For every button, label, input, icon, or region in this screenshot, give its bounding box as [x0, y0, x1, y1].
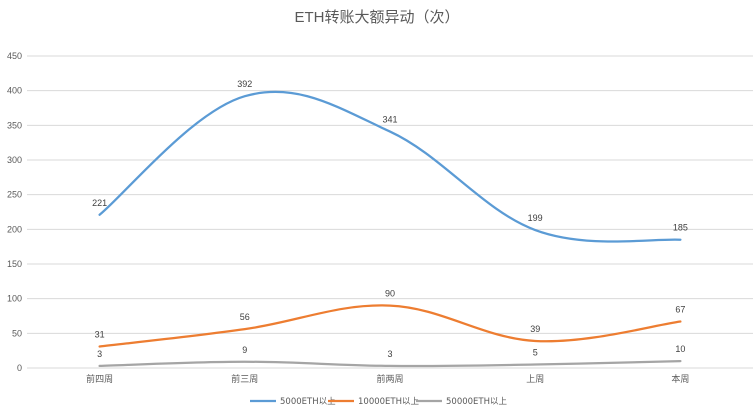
x-tick-label: 本周	[671, 373, 689, 385]
y-tick-label: 50	[12, 328, 22, 338]
x-axis-tick-labels: 前四周 前三周 前两周 上周 本周	[86, 373, 689, 385]
y-tick-label: 200	[7, 224, 22, 234]
data-label: 341	[382, 115, 397, 125]
y-tick-label: 350	[7, 120, 22, 130]
legend-label: 10000ETH以上	[358, 397, 419, 407]
data-label: 3	[97, 349, 102, 359]
data-label: 31	[95, 330, 105, 340]
legend-item: 50000ETH以上	[416, 397, 507, 407]
chart-title: ETH转账大额异动（次）	[294, 9, 459, 26]
x-tick-label: 上周	[526, 374, 544, 385]
y-tick-label: 400	[7, 86, 22, 96]
data-point	[678, 238, 682, 242]
data-label: 392	[237, 79, 252, 89]
data-point	[388, 364, 392, 368]
gridlines	[27, 55, 753, 369]
x-tick-label: 前两周	[376, 373, 403, 385]
data-label: 199	[528, 213, 543, 223]
data-point	[533, 228, 537, 232]
data-point	[388, 130, 392, 134]
data-point	[98, 213, 102, 217]
data-label: 5	[533, 348, 538, 358]
x-tick-label: 前四周	[86, 373, 113, 385]
y-tick-label: 450	[7, 51, 22, 61]
y-axis-tick-labels: 0 50 100 150 200 250 300 350 400 450	[7, 51, 22, 373]
y-tick-label: 0	[17, 363, 22, 373]
y-tick-label: 250	[7, 190, 22, 200]
legend: 5000ETH以上 10000ETH以上 50000ETH以上	[250, 397, 507, 407]
data-point	[243, 327, 247, 331]
data-label: 10	[675, 344, 685, 354]
data-point	[533, 339, 537, 343]
data-point	[243, 94, 247, 98]
data-label: 9	[242, 345, 247, 355]
legend-item: 10000ETH以上	[328, 397, 419, 407]
data-label: 39	[530, 324, 540, 334]
data-label: 221	[92, 198, 107, 208]
y-tick-label: 150	[7, 259, 22, 269]
data-point	[98, 345, 102, 349]
data-point	[678, 320, 682, 324]
series-line	[98, 359, 682, 368]
data-label: 56	[240, 312, 250, 322]
data-point	[388, 304, 392, 308]
data-point	[98, 364, 102, 368]
series-line	[98, 304, 682, 348]
series-line	[98, 90, 682, 243]
series-lines	[98, 90, 682, 368]
y-tick-label: 100	[7, 294, 22, 304]
data-point	[678, 359, 682, 363]
y-tick-label: 300	[7, 155, 22, 165]
legend-label: 5000ETH以上	[280, 397, 336, 407]
data-label: 185	[673, 223, 688, 233]
data-point	[533, 363, 537, 367]
data-label: 90	[385, 289, 395, 299]
data-label: 3	[387, 349, 392, 359]
data-label: 67	[675, 305, 685, 315]
x-tick-label: 前三周	[231, 373, 258, 385]
legend-label: 50000ETH以上	[446, 397, 507, 407]
data-point	[243, 360, 247, 364]
legend-item: 5000ETH以上	[250, 397, 336, 407]
